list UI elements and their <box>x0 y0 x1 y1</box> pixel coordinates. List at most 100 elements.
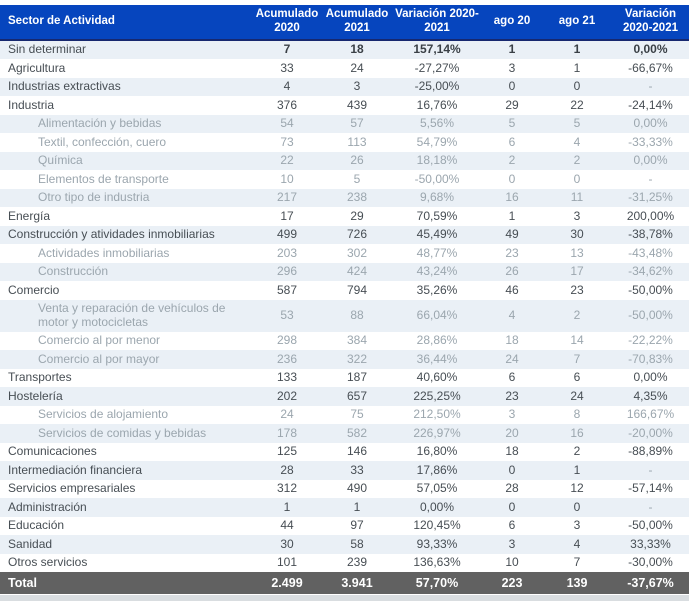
cell-value: 4,35% <box>633 388 668 403</box>
row-label: Administración <box>8 499 87 514</box>
total-value: 57,70% <box>392 572 482 595</box>
cell-value: 312 <box>276 481 298 496</box>
cell-value: 582 <box>346 425 368 440</box>
cell-value: 93,33% <box>416 536 458 551</box>
cell-value: -88,89% <box>628 444 673 459</box>
cell-value: 0 <box>508 499 516 514</box>
cell-value: -66,67% <box>628 60 673 75</box>
row-label: Industrias extractivas <box>8 79 121 94</box>
column-header-ago-20-4: ago 20 <box>482 5 542 41</box>
row-label: Textil, confección, cuero <box>38 134 167 149</box>
cell-value: 226,97% <box>413 425 461 440</box>
cell-value: 24 <box>280 407 294 422</box>
cell-value: 657 <box>346 388 368 403</box>
row-label: Servicios empresariales <box>8 481 136 496</box>
table-row-comercio-al-por-mayor: Comercio al por mayor 236 322 36,44% 24 7 -70,… <box>0 350 689 369</box>
cell-value: 217 <box>276 190 298 205</box>
cell-value: 23 <box>505 245 519 260</box>
cell-value: 16,76% <box>416 97 458 112</box>
cell-value: 7 <box>573 351 581 366</box>
cell-value: 6 <box>508 518 516 533</box>
cell-value: - <box>648 79 653 94</box>
cell-value: 1 <box>573 60 581 75</box>
cell-value: 4 <box>283 79 291 94</box>
cell-value: 120,45% <box>413 518 461 533</box>
cell-value: 322 <box>346 351 368 366</box>
cell-value: 18 <box>350 42 364 57</box>
cell-value: 238 <box>346 190 368 205</box>
cell-value: 33,33% <box>630 536 671 551</box>
row-label: Servicios de comidas y bebidas <box>38 425 207 440</box>
cell-value: -34,62% <box>628 264 673 279</box>
cell-value: 298 <box>276 333 298 348</box>
cell-value: -33,33% <box>628 134 673 149</box>
cell-value: 18 <box>505 444 519 459</box>
cell-value: 0,00% <box>633 370 668 385</box>
table-row-comercio-al-por-menor: Comercio al por menor 298 384 28,86% 18 14 -22… <box>0 332 689 351</box>
row-label: Intermediación financiera <box>8 462 143 477</box>
row-label: Alimentación y bebidas <box>38 116 162 131</box>
total-value: 3.941 <box>322 572 392 595</box>
cell-value: -24,14% <box>628 97 673 112</box>
row-label: Servicios de alojamiento <box>38 407 169 422</box>
cell-value: 17 <box>280 208 294 223</box>
cell-value: -38,78% <box>628 227 673 242</box>
row-label: Energía <box>8 208 51 223</box>
row-label: Construcción <box>38 264 109 279</box>
cell-value: 4 <box>573 536 581 551</box>
column-header-acumulado-2021-2: Acumulado 2021 <box>322 5 392 41</box>
cell-value: 22 <box>570 97 584 112</box>
cell-value: -50,00% <box>628 307 673 322</box>
cell-value: 29 <box>350 208 364 223</box>
cell-value: 0 <box>573 79 581 94</box>
cell-value: 794 <box>346 282 368 297</box>
cell-value: 1 <box>573 42 581 57</box>
cell-value: 202 <box>276 388 298 403</box>
cell-value: 24 <box>570 388 584 403</box>
table-row-construccion-y-atividades-inmobiliarias: Construcción y atividades inmobiliarias 4… <box>0 225 689 245</box>
cell-value: 0,00% <box>633 153 668 168</box>
cell-value: 73 <box>280 134 294 149</box>
table-row-comunicaciones: Comunicaciones 125 146 16,80% 18 2 -88,89% <box>0 443 689 462</box>
row-label: Transportes <box>8 370 72 385</box>
cell-value: -20,00% <box>628 425 673 440</box>
cell-value: -22,22% <box>628 333 673 348</box>
cell-value: 9,68% <box>419 190 455 205</box>
cell-value: 22 <box>280 153 294 168</box>
cell-value: 239 <box>346 555 368 570</box>
row-label: Química <box>38 153 83 168</box>
table-row-hosteleria: Hostelería 202 657 225,25% 23 24 4,35% <box>0 387 689 406</box>
cell-value: 0 <box>508 79 516 94</box>
total-value: 139 <box>542 572 612 595</box>
row-label: Venta y reparación de vehículos de motor… <box>38 301 226 329</box>
cell-value: 66,04% <box>416 307 458 322</box>
table-row-actividades-inmobiliarias: Actividades inmobiliarias 203 302 48,77% 23 1… <box>0 244 689 263</box>
table-row-otros-servicios: Otros servicios 101 239 136,63% 10 7 -30,00% <box>0 554 689 573</box>
cell-value: 1 <box>508 42 516 57</box>
row-label: Hostelería <box>8 388 63 403</box>
cell-value: 30 <box>280 536 294 551</box>
cell-value: 2 <box>508 153 516 168</box>
cell-value: 1 <box>573 462 581 477</box>
cell-value: 136,63% <box>413 555 461 570</box>
cell-value: 587 <box>276 282 298 297</box>
cell-value: 53 <box>280 307 294 322</box>
cell-value: 16 <box>505 190 519 205</box>
cell-value: 44 <box>280 518 294 533</box>
cell-value: 2 <box>573 307 581 322</box>
cell-value: -25,00% <box>414 79 460 94</box>
cell-value: 6 <box>508 370 516 385</box>
cell-value: 18,18% <box>416 153 458 168</box>
row-label: Actividades inmobiliarias <box>38 245 170 260</box>
row-label: Sanidad <box>8 536 53 551</box>
cell-value: 5 <box>573 116 581 131</box>
cell-value: 2 <box>573 444 581 459</box>
cell-value: 0,00% <box>419 499 455 514</box>
table-row-industria: Industria 376 439 16,76% 29 22 -24,14% <box>0 96 689 115</box>
cell-value: 14 <box>570 333 584 348</box>
row-label: Otros servicios <box>8 555 88 570</box>
cell-value: 5 <box>508 116 516 131</box>
cell-value: 7 <box>573 555 581 570</box>
cell-value: 0 <box>508 171 516 186</box>
